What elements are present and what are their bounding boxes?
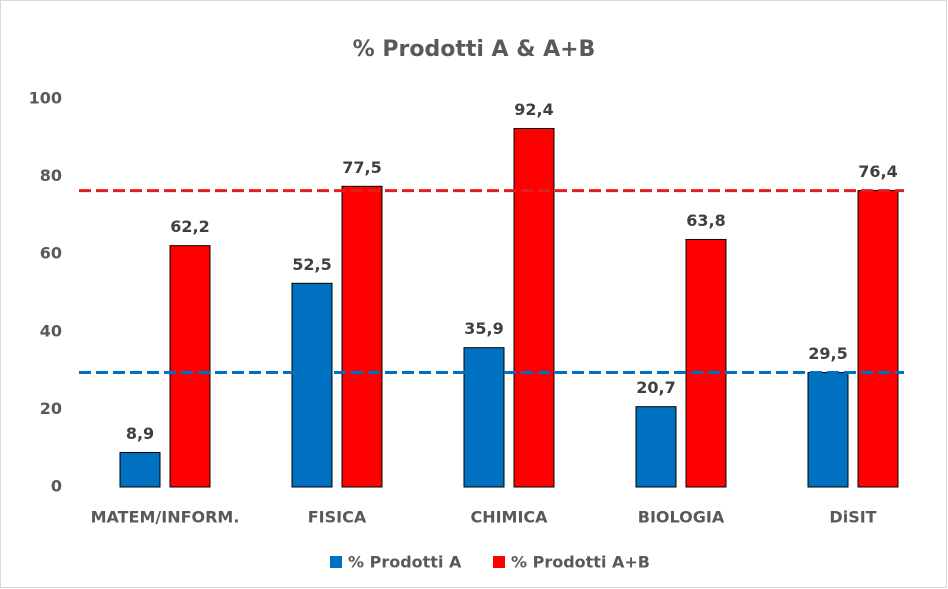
bar <box>857 190 899 488</box>
data-label: 77,5 <box>342 158 381 177</box>
chart-title: % Prodotti A & A+B <box>353 37 596 62</box>
data-label: 63,8 <box>686 211 725 230</box>
x-tick-label: CHIMICA <box>470 508 548 527</box>
bar <box>685 238 727 488</box>
bar <box>807 372 849 488</box>
data-label: 52,5 <box>292 255 331 274</box>
bar <box>119 451 161 488</box>
legend-swatch <box>493 556 505 568</box>
y-tick-label: 0 <box>51 477 62 496</box>
bar <box>341 185 383 488</box>
legend-swatch <box>330 556 342 568</box>
data-label: 20,7 <box>636 378 675 397</box>
y-tick-label: 80 <box>40 166 62 185</box>
y-tick-label: 60 <box>40 244 62 263</box>
bar <box>291 282 333 488</box>
data-label: 62,2 <box>170 217 209 236</box>
bar <box>635 406 677 488</box>
y-tick-label: 40 <box>40 321 62 340</box>
x-tick-label: MATEM/INFORM. <box>91 508 240 527</box>
data-label: 29,5 <box>808 344 847 363</box>
data-label: 92,4 <box>514 100 553 119</box>
legend-label: % Prodotti A <box>348 553 462 572</box>
bar <box>513 127 555 488</box>
y-tick-label: 20 <box>40 399 62 418</box>
x-tick-label: BIOLOGIA <box>638 508 725 527</box>
data-label: 35,9 <box>464 319 503 338</box>
data-label: 8,9 <box>126 424 154 443</box>
legend-label: % Prodotti A+B <box>511 553 650 572</box>
x-tick-label: FISICA <box>308 508 367 527</box>
bar <box>463 347 505 488</box>
x-tick-label: DiSIT <box>829 508 876 527</box>
bar <box>169 245 211 488</box>
y-tick-label: 100 <box>29 89 62 108</box>
data-label: 76,4 <box>858 162 897 181</box>
